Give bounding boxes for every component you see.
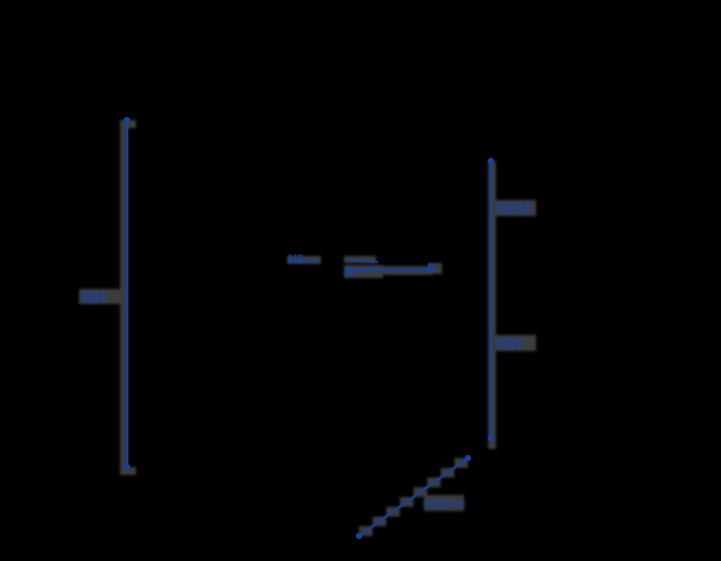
svg-text:N: N	[345, 264, 354, 279]
svg-text:NH2: NH2	[497, 199, 531, 218]
svg-text:NH: NH	[497, 334, 522, 353]
svg-text:N3: N3	[288, 252, 304, 266]
svg-text:CH3: CH3	[447, 499, 465, 509]
svg-text:NH: NH	[82, 288, 107, 307]
svg-text:N: N	[427, 260, 436, 275]
svg-text:H3C: H3C	[424, 497, 448, 511]
